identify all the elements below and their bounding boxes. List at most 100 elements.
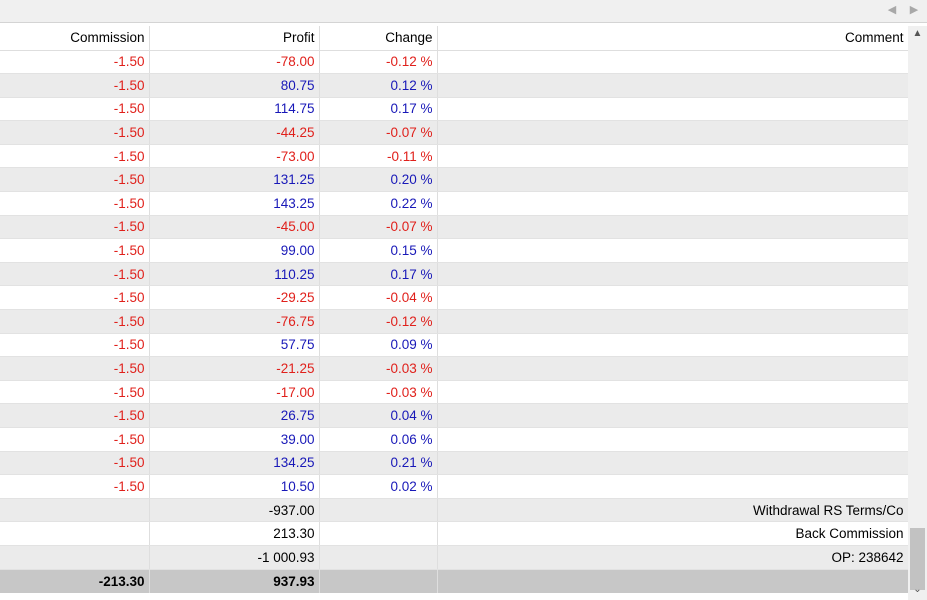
table-row[interactable]: -1.50 80.75 0.12 %: [0, 73, 908, 98]
cell-commission: -1.50: [0, 238, 150, 263]
cell-commission: -1.50: [0, 403, 150, 428]
cell-profit: -76.75: [149, 309, 320, 334]
cell-profit: 57.75: [149, 333, 320, 358]
cell-commission: -1.50: [0, 97, 150, 122]
cell-profit: 131.25: [149, 167, 320, 193]
chevron-right-icon[interactable]: ▶: [909, 4, 919, 16]
history-table: Commission Profit Change Comment -1.50 -7…: [0, 26, 908, 593]
cell-profit: -21.25: [149, 356, 320, 381]
cell-profit: 39.00: [149, 427, 320, 452]
column-header-comment[interactable]: Comment: [437, 26, 908, 51]
cell-comment: OP: 238642: [437, 545, 908, 570]
trade-history-grid: Commission Profit Change Comment -1.50 -7…: [0, 26, 908, 600]
total-comment: [437, 569, 908, 593]
cell-commission: -1.50: [0, 50, 150, 75]
cell-comment: [437, 356, 908, 381]
cell-comment: [437, 451, 908, 476]
table-row[interactable]: 213.30 Back Commission: [0, 521, 908, 546]
cell-commission: -1.50: [0, 474, 150, 499]
cell-profit: 99.00: [149, 238, 320, 263]
cell-change: -0.04 %: [319, 285, 438, 311]
table-row[interactable]: -1.50 -45.00 -0.07 %: [0, 215, 908, 240]
table-row[interactable]: -1.50 -76.75 -0.12 %: [0, 309, 908, 334]
cell-commission: -1.50: [0, 427, 150, 452]
cell-change: 0.17 %: [319, 97, 438, 122]
cell-comment: [437, 262, 908, 287]
cell-change: 0.22 %: [319, 191, 438, 216]
cell-change: -0.12 %: [319, 309, 438, 334]
chevron-left-icon[interactable]: ◀: [887, 4, 897, 16]
cell-comment: [437, 97, 908, 122]
cell-comment: [437, 309, 908, 334]
chevron-up-icon[interactable]: ▲: [912, 28, 923, 39]
table-row[interactable]: -1.50 -44.25 -0.07 %: [0, 120, 908, 145]
cell-commission: -1.50: [0, 191, 150, 216]
cell-profit: -1 000.93: [149, 545, 320, 570]
table-row[interactable]: -1.50 26.75 0.04 %: [0, 403, 908, 428]
cell-comment: [437, 50, 908, 75]
cell-comment: [437, 238, 908, 263]
table-row[interactable]: -1.50 131.25 0.20 %: [0, 167, 908, 193]
cell-profit: 80.75: [149, 73, 320, 98]
cell-commission: [0, 498, 150, 523]
table-row[interactable]: -1 000.93 OP: 238642: [0, 545, 908, 570]
table-row[interactable]: -1.50 -21.25 -0.03 %: [0, 356, 908, 381]
cell-profit: -937.00: [149, 498, 320, 523]
cell-commission: [0, 521, 150, 546]
table-row[interactable]: -1.50 -73.00 -0.11 %: [0, 144, 908, 169]
scrollbar-thumb[interactable]: [910, 528, 925, 590]
cell-profit: 26.75: [149, 403, 320, 428]
cell-change: 0.12 %: [319, 73, 438, 98]
cell-commission: -1.50: [0, 333, 150, 358]
cell-commission: -1.50: [0, 451, 150, 476]
table-row[interactable]: -1.50 10.50 0.02 %: [0, 474, 908, 499]
table-row[interactable]: -1.50 134.25 0.21 %: [0, 451, 908, 476]
cell-comment: [437, 144, 908, 169]
cell-profit: 10.50: [149, 474, 320, 499]
cell-comment: Withdrawal RS Terms/Co: [437, 498, 908, 523]
cell-comment: [437, 191, 908, 216]
cell-change: 0.06 %: [319, 427, 438, 452]
cell-comment: [437, 403, 908, 428]
cell-commission: -1.50: [0, 285, 150, 311]
table-row[interactable]: -1.50 143.25 0.22 %: [0, 191, 908, 216]
table-row[interactable]: -1.50 99.00 0.15 %: [0, 238, 908, 263]
table-row[interactable]: -1.50 57.75 0.09 %: [0, 333, 908, 358]
cell-commission: -1.50: [0, 262, 150, 287]
column-header-profit[interactable]: Profit: [149, 26, 320, 51]
table-row[interactable]: -1.50 39.00 0.06 %: [0, 427, 908, 452]
cell-change: 0.15 %: [319, 238, 438, 263]
table-row[interactable]: -1.50 -29.25 -0.04 %: [0, 285, 908, 311]
cell-change: 0.20 %: [319, 167, 438, 193]
cell-comment: [437, 474, 908, 499]
horizontal-scrollbar[interactable]: ◀ ▶: [0, 0, 927, 23]
table-row[interactable]: -937.00 Withdrawal RS Terms/Co: [0, 498, 908, 523]
cell-comment: [437, 120, 908, 145]
cell-comment: Back Commission: [437, 521, 908, 546]
cell-change: 0.04 %: [319, 403, 438, 428]
cell-profit: -44.25: [149, 120, 320, 145]
cell-commission: -1.50: [0, 380, 150, 405]
column-header-commission[interactable]: Commission: [0, 26, 150, 51]
cell-change: 0.17 %: [319, 262, 438, 287]
cell-change: -0.11 %: [319, 144, 438, 169]
table-row[interactable]: -1.50 -17.00 -0.03 %: [0, 380, 908, 405]
column-header-change[interactable]: Change: [319, 26, 438, 51]
chevron-down-icon[interactable]: ⌄: [913, 584, 922, 595]
vertical-scrollbar[interactable]: ▲ ⌄: [908, 26, 927, 600]
table-row[interactable]: -1.50 110.25 0.17 %: [0, 262, 908, 287]
cell-comment: [437, 167, 908, 193]
cell-comment: [437, 427, 908, 452]
table-row[interactable]: -1.50 -78.00 -0.12 %: [0, 50, 908, 75]
cell-commission: -1.50: [0, 309, 150, 334]
cell-change: -0.07 %: [319, 120, 438, 145]
cell-profit: 110.25: [149, 262, 320, 287]
cell-commission: -1.50: [0, 167, 150, 193]
cell-change: -0.03 %: [319, 356, 438, 381]
cell-change: -0.07 %: [319, 215, 438, 240]
cell-profit: 134.25: [149, 451, 320, 476]
cell-commission: -1.50: [0, 120, 150, 145]
cell-profit: -45.00: [149, 215, 320, 240]
cell-profit: -73.00: [149, 144, 320, 169]
table-row[interactable]: -1.50 114.75 0.17 %: [0, 97, 908, 122]
